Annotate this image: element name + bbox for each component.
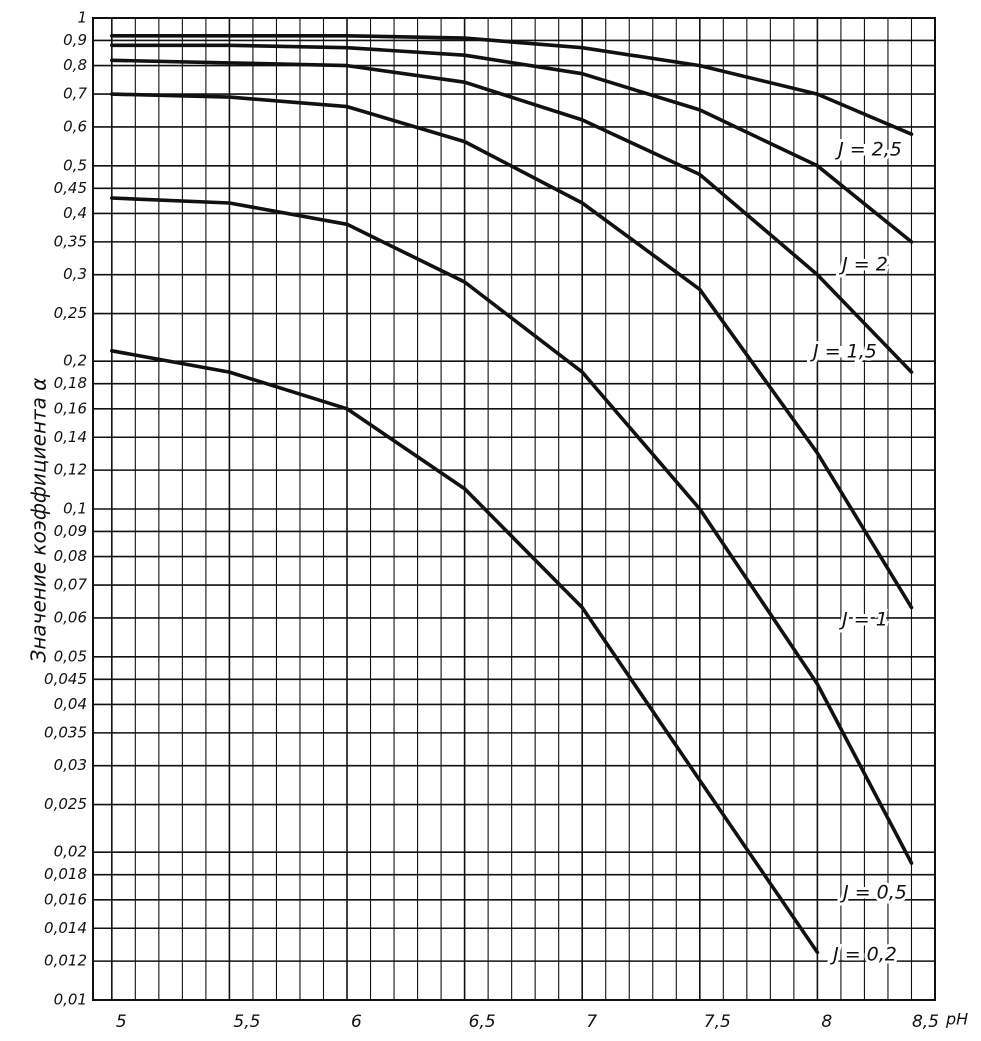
series-label: J = 0,5: [839, 882, 907, 904]
x-axis-label: pH: [945, 1010, 968, 1029]
y-tick-label: 0,012: [44, 952, 87, 970]
series-label: J = 1,5: [809, 341, 877, 363]
y-tick-label: 0,06: [54, 608, 87, 626]
curve: [110, 34, 914, 136]
y-axis-label: Значение коэффициента α: [27, 378, 51, 663]
y-tick-label: 0,6: [63, 117, 87, 135]
y-tick-label: 0,4: [63, 204, 87, 222]
y-tick-label: 0,03: [54, 756, 87, 774]
x-tick-label: 8: [821, 1012, 832, 1032]
y-tick-label: 0,05: [54, 647, 87, 665]
y-tick-label: 0,5: [63, 156, 87, 174]
y-tick-label: 0,1: [63, 500, 87, 518]
y-tick-label: 0,045: [44, 670, 87, 688]
y-tick-label: 0,08: [54, 547, 87, 565]
x-tick-label: 7,5: [704, 1012, 731, 1032]
x-tick-label: 5: [116, 1012, 127, 1032]
x-tick-label: 6,5: [469, 1012, 496, 1032]
y-tick-label: 0,7: [63, 85, 87, 103]
curve: [110, 58, 914, 374]
y-tick-label: 0,25: [54, 304, 87, 322]
curve: [110, 196, 914, 865]
curve: [110, 43, 914, 244]
y-tick-label: 0,035: [44, 723, 87, 741]
series-label: J = 2,5: [834, 139, 902, 161]
series-label: J = 2: [838, 254, 888, 276]
y-tick-label: 0,04: [54, 695, 87, 713]
x-tick-label: 7: [586, 1012, 597, 1032]
y-tick-label: 0,8: [63, 56, 87, 74]
y-tick-label: 0,025: [44, 795, 87, 813]
x-tick-label: 5,5: [233, 1012, 260, 1032]
curve: [110, 92, 914, 610]
y-tick-label: 0,18: [54, 374, 87, 392]
series-label: J = 1: [838, 609, 888, 631]
y-tick-label: 0,01: [54, 991, 87, 1009]
y-tick-label: 0,9: [63, 31, 87, 49]
y-tick-label: 0,016: [44, 890, 87, 908]
y-tick-label: 0,02: [54, 843, 87, 861]
y-tick-label: 0,018: [44, 865, 87, 883]
y-tick-label: 0,09: [54, 522, 87, 540]
x-tick-label: 6: [351, 1012, 362, 1032]
y-tick-label: 0,12: [54, 461, 87, 479]
y-tick-label: 0,45: [54, 179, 87, 197]
plot-frame: [92, 17, 936, 1001]
y-tick-label: 0,14: [54, 428, 87, 446]
y-tick-label: 0,16: [54, 399, 87, 417]
y-tick-label: 0,014: [44, 919, 87, 937]
y-tick-label: 0,2: [63, 352, 87, 370]
series-label: J = 0,2: [829, 944, 897, 966]
y-tick-label: 0,35: [54, 232, 87, 250]
x-tick-label: 8,5: [912, 1012, 939, 1032]
y-tick-label: 1: [77, 9, 87, 27]
y-tick-label: 0,07: [54, 576, 88, 594]
curve: [110, 349, 820, 955]
y-tick-label: 0,3: [63, 265, 87, 283]
